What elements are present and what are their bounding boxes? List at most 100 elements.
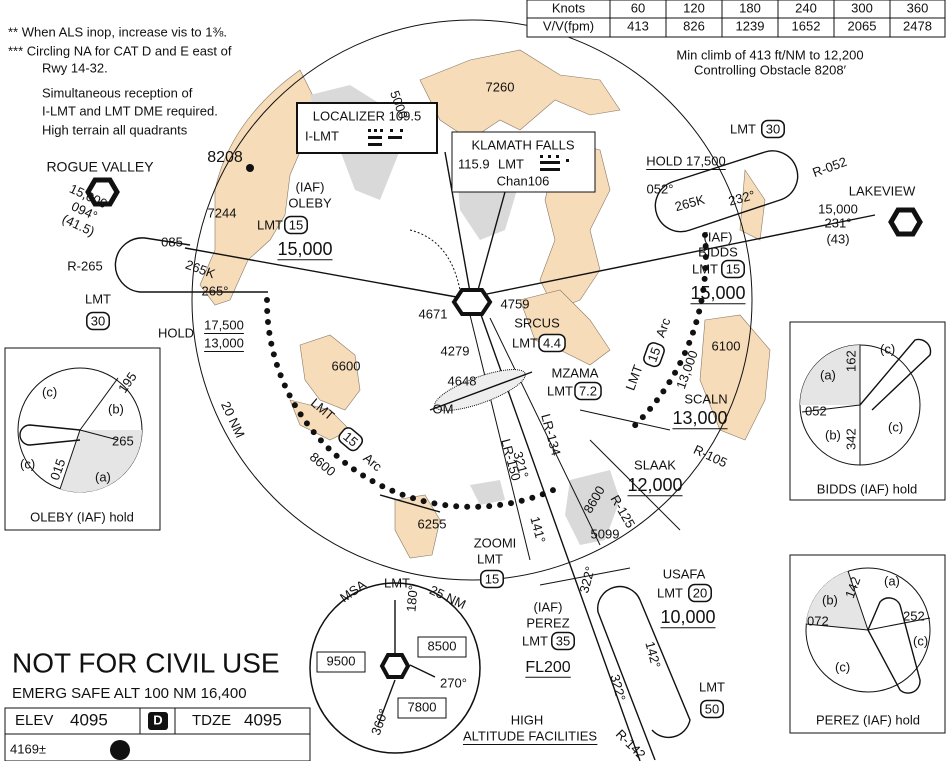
obstacle: 4169± — [10, 741, 46, 756]
note: High terrain all quadrants — [42, 122, 188, 137]
vortac-channel: Chan106 — [497, 173, 550, 188]
map-label: HOLD 17,500 — [646, 153, 726, 168]
vortac-name: KLAMATH FALLS — [471, 137, 574, 152]
hold-label: (c) — [835, 659, 850, 674]
map-label: R-052 — [810, 154, 848, 180]
map-label: 15,000 — [818, 201, 858, 216]
tdze-label: TDZE — [192, 712, 231, 729]
map-label: ZOOMI — [474, 535, 517, 550]
msa-label: 180° — [403, 584, 420, 612]
note: *** Circling NA for CAT D and E east of — [8, 43, 232, 58]
map-label: MZAMA — [552, 365, 599, 380]
localizer-ident: I-LMT — [305, 128, 339, 143]
climb-note: Min climb of 413 ft/NM to 12,200 — [676, 47, 863, 62]
map-label: 4279 — [441, 343, 470, 358]
map-label: 35 — [556, 633, 570, 648]
map-label: 13,000 — [672, 408, 727, 428]
map-label: 15,000 — [277, 239, 332, 259]
map-label: 20 — [693, 585, 707, 600]
perez-hold: (a) (b) 142 072 252 (c) (c) PEREZ (IAF) … — [790, 555, 945, 733]
map-label: OLEBY — [288, 195, 332, 210]
map-label: SCALN — [684, 391, 727, 406]
map-label: LMT — [692, 261, 718, 276]
note: Rwy 14-32. — [42, 60, 108, 75]
map-label: PEREZ — [526, 615, 569, 630]
hold-title: OLEBY (IAF) hold — [30, 509, 134, 524]
elev: 4095 — [70, 710, 108, 729]
map-label: 231° — [825, 215, 852, 230]
vortac-ident: LMT — [498, 156, 524, 171]
hold-title: PEREZ (IAF) hold — [816, 712, 920, 727]
map-label: LMT — [512, 335, 538, 350]
map-label: R-265 — [67, 258, 102, 273]
localizer-box: LOCALIZER 109.5 I-LMT — [297, 103, 437, 153]
map-label: FL200 — [525, 659, 570, 676]
table-cell: 120 — [683, 0, 705, 15]
hold-label: 162 — [843, 350, 858, 372]
map-label: (IAF) — [296, 179, 325, 194]
map-label: 6600 — [332, 358, 361, 373]
map-label: LR-134 — [538, 412, 564, 457]
vortac-freq: 115.9 — [458, 156, 490, 171]
map-label: 30 — [766, 121, 780, 136]
map-label: LMT — [623, 363, 646, 393]
map-label: 141° — [527, 515, 548, 545]
map-label: 7244 — [208, 205, 237, 220]
table-cell: Knots — [552, 0, 586, 15]
table-cell: 240 — [795, 0, 817, 15]
d-symbol: D — [153, 712, 162, 727]
climb-table: Min climb of 413 ft/NM to 12,200 Control… — [527, 0, 945, 77]
map-label: 4759 — [501, 296, 530, 311]
map-label: 13,000 — [673, 348, 701, 390]
tdze: 4095 — [244, 710, 282, 729]
table-cell: 826 — [683, 18, 705, 33]
note: Simultaneous reception of — [42, 85, 193, 100]
map-label: LMT — [522, 633, 548, 648]
map-label: BIDDS — [698, 244, 738, 259]
hold-label: (c) — [913, 633, 928, 648]
map-label: LAKEVIEW — [849, 183, 916, 198]
hold-label: (b) — [825, 427, 841, 442]
map-label: LMT — [547, 383, 573, 398]
msa: MSA LMT 25 NM 180° 8500 9500 270° 7800 3… — [310, 575, 480, 753]
map-label: ALTITUDE FACILITIES — [463, 728, 597, 743]
map-label: 7260 — [486, 79, 515, 94]
hold-label: (a) — [95, 469, 111, 484]
hold-label: 252 — [903, 608, 925, 623]
map-label: 15 — [289, 217, 303, 232]
map-label: R-142 — [613, 726, 649, 761]
map-label: LMT — [657, 585, 683, 600]
emerg-alt: EMERG SAFE ALT 100 NM 16,400 — [12, 685, 247, 702]
climb-note: Controlling Obstacle 8208′ — [694, 62, 847, 77]
map-label: LMT — [257, 217, 283, 232]
map-label: 20 NM — [218, 399, 248, 440]
footer: NOT FOR CIVIL USE EMERG SAFE ALT 100 NM … — [5, 647, 310, 761]
note: ** When ALS inop, increase vis to 1⅜. — [8, 24, 227, 39]
map-label: 12,000 — [627, 475, 682, 495]
map-label: USAFA — [663, 566, 706, 581]
table-cell: 2065 — [848, 18, 877, 33]
map-label: 265K — [673, 192, 707, 214]
map-label: (IAF) — [704, 229, 733, 244]
map-label: 085 — [161, 234, 183, 249]
map-label: 6255 — [418, 516, 447, 531]
table-cell: 1239 — [736, 18, 765, 33]
hold-label: (a) — [820, 367, 836, 382]
map-label: 15 — [485, 571, 499, 586]
msa-label: 9500 — [327, 653, 356, 668]
bidds-hold: 162 (c) (a) 052 (b) 342 (c) BIDDS (IAF) … — [790, 322, 945, 500]
warning: NOT FOR CIVIL USE — [12, 647, 280, 678]
table-cell: 413 — [627, 18, 649, 33]
map-label: 322° — [576, 565, 597, 595]
hold-label: 072 — [807, 613, 829, 628]
table-cell: 360 — [907, 0, 929, 15]
hold-label: (c) — [20, 456, 35, 471]
map-label: LMT — [85, 291, 111, 306]
map-label: 30 — [91, 313, 105, 328]
map-label: Arc — [653, 315, 674, 339]
map-label: 50 — [705, 701, 719, 716]
map-label: 6100 — [712, 338, 741, 353]
map-label: 322° — [607, 673, 628, 703]
map-label: 10,000 — [660, 607, 715, 627]
map-label: ROGUE VALLEY — [46, 159, 154, 175]
